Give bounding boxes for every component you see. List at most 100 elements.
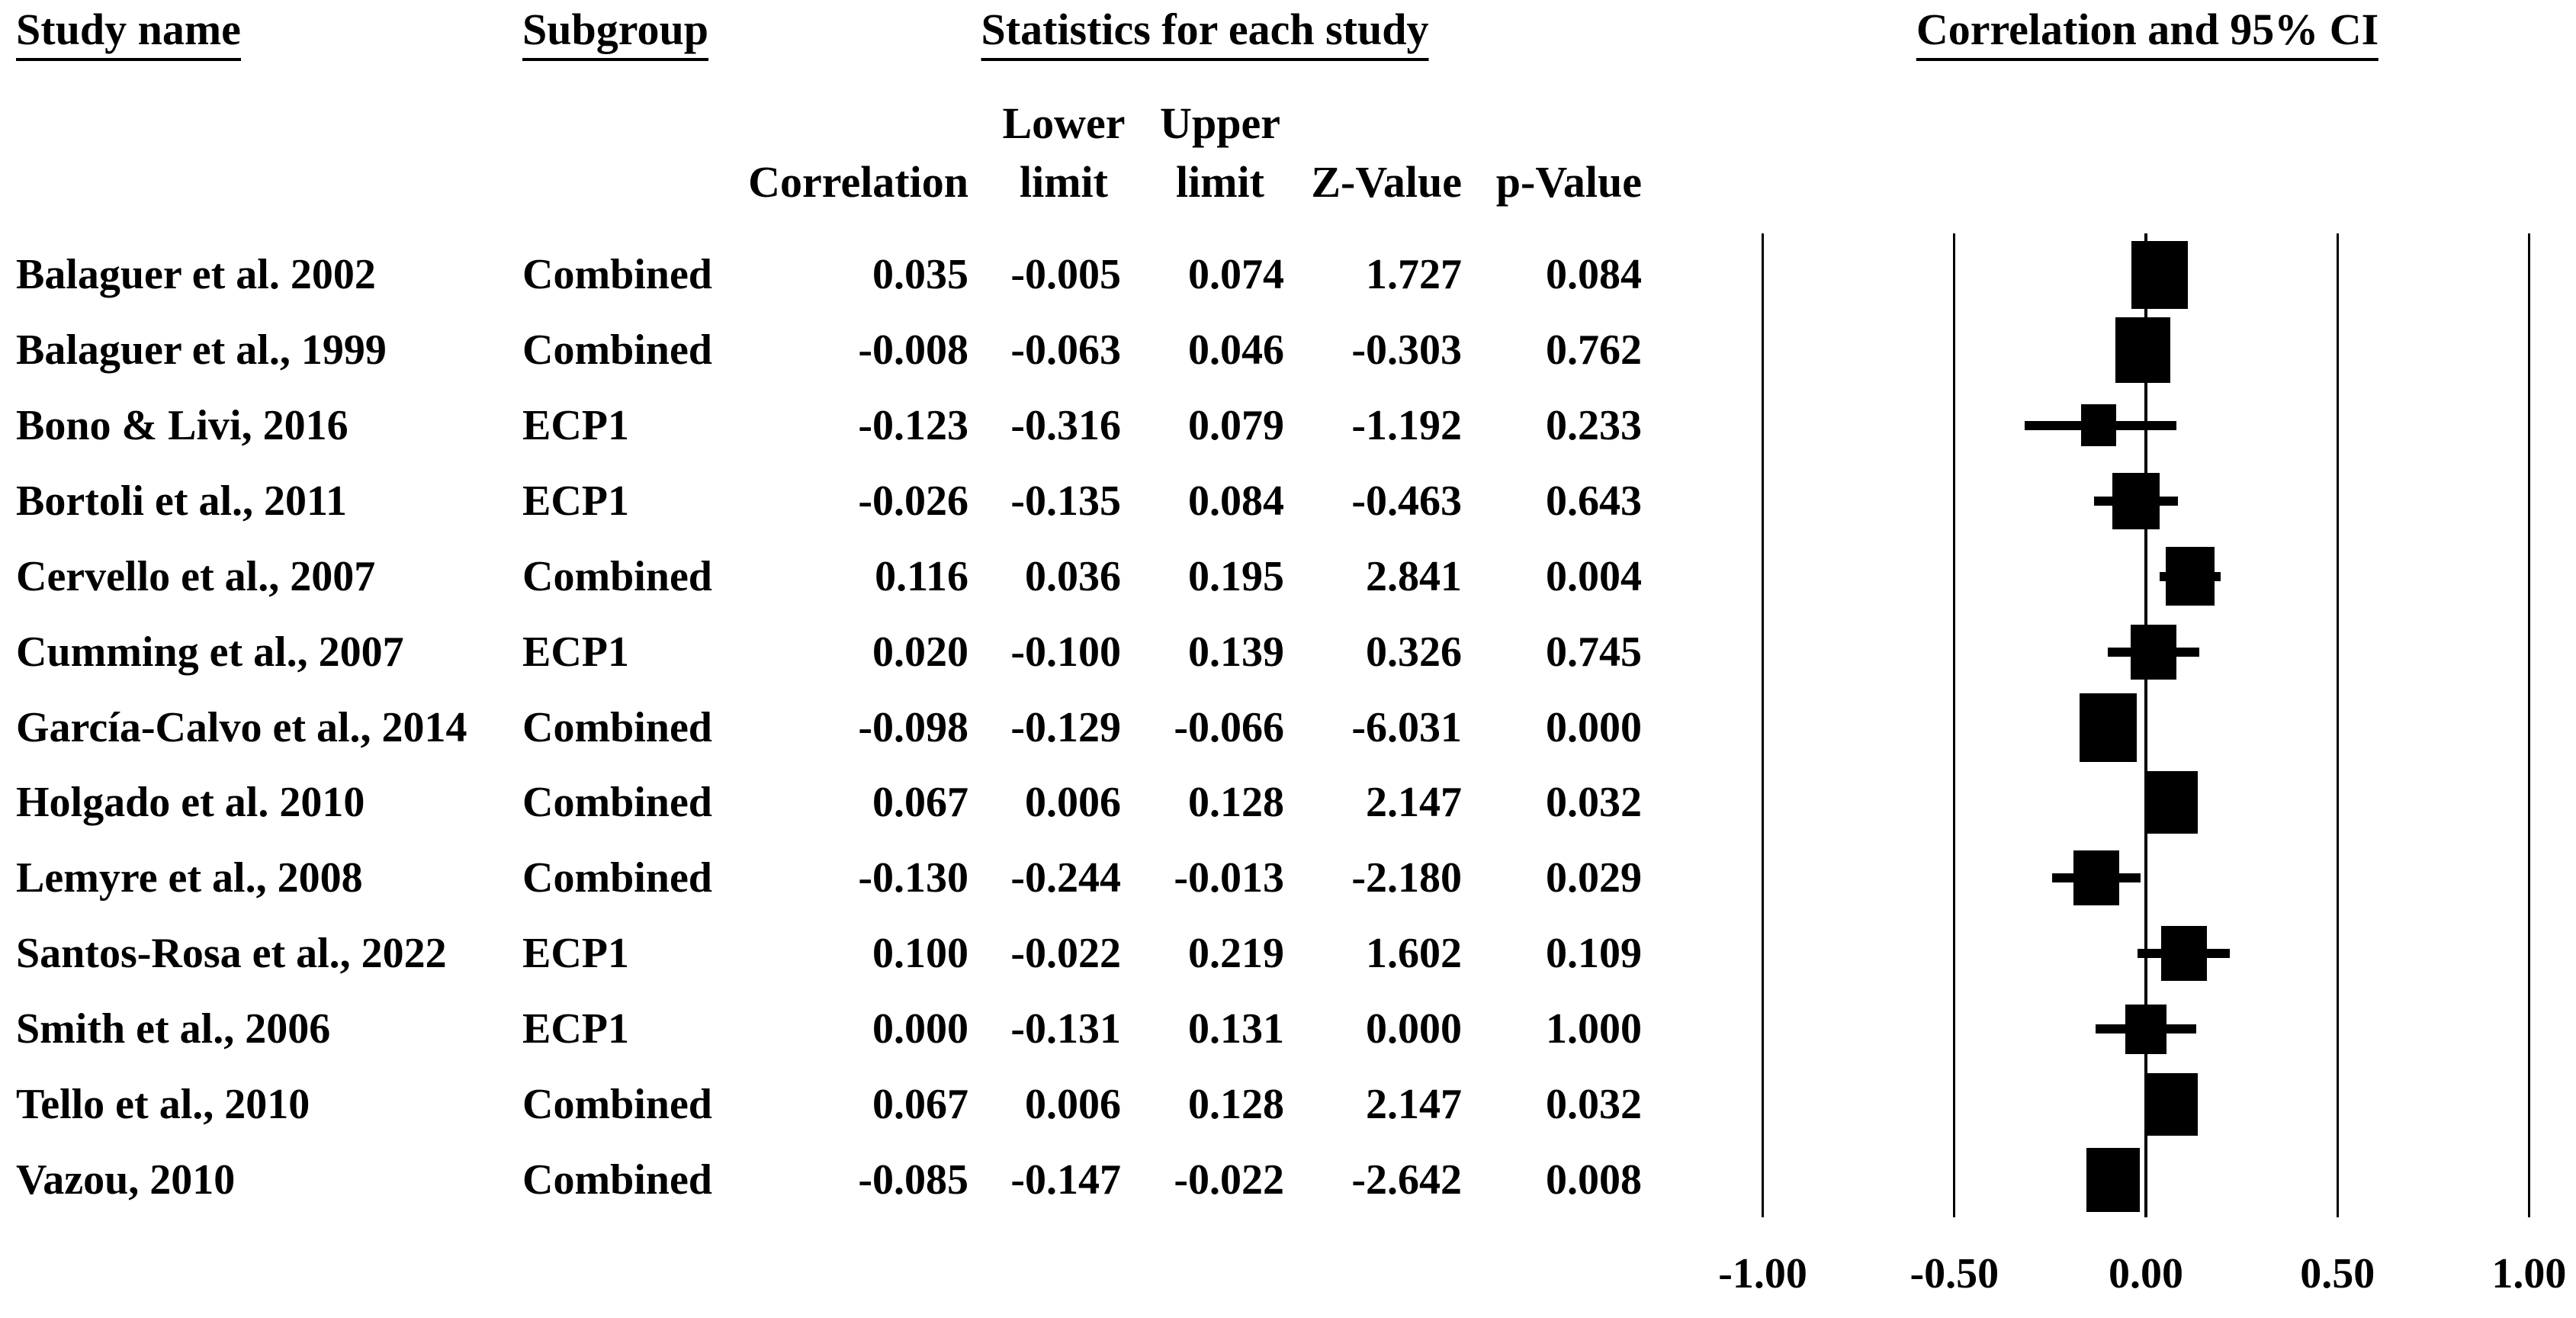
axis-tick-label: -1.00 <box>1718 1250 1807 1297</box>
forest-square <box>2081 404 2117 447</box>
correlation-cell: -0.123 <box>858 401 968 449</box>
lower-limit-cell: -0.129 <box>1010 703 1121 751</box>
forest-square <box>2166 547 2215 606</box>
correlation-column-header: Correlation <box>748 157 968 207</box>
upper-limit-cell: -0.013 <box>1174 854 1284 902</box>
forest-square <box>2073 850 2119 906</box>
lower-limit-cell: -0.022 <box>1010 930 1121 978</box>
correlation-ci-group-header: Correlation and 95% CI <box>1916 8 2379 61</box>
subgroup-cell: Combined <box>522 854 712 902</box>
correlation-cell: 0.035 <box>872 251 968 298</box>
subgroup-cell: Combined <box>522 251 712 298</box>
p-value-column-header: p-Value <box>1495 157 1642 207</box>
upper-limit-header-word: Upper <box>1160 98 1280 148</box>
lower-limit-cell: -0.316 <box>1010 401 1121 449</box>
forest-square <box>2145 771 2198 834</box>
forest-square <box>2115 317 2170 383</box>
p-value-cell: 0.643 <box>1546 477 1642 525</box>
z-value-cell: -2.180 <box>1351 854 1462 902</box>
study-name-cell: García-Calvo et al., 2014 <box>16 703 467 751</box>
upper-limit-cell: 0.128 <box>1188 779 1284 827</box>
lower-limit-cell: -0.005 <box>1010 251 1121 298</box>
subgroup-cell: Combined <box>522 779 712 827</box>
z-value-cell: 2.147 <box>1366 1081 1462 1129</box>
subgroup-cell: ECP1 <box>522 401 629 449</box>
z-value-cell: -0.303 <box>1351 326 1462 374</box>
z-value-cell: 2.841 <box>1366 552 1462 600</box>
subgroup-cell: Combined <box>522 326 712 374</box>
upper-limit-column-header: limit <box>1176 157 1264 207</box>
lower-limit-column-header: limit <box>1020 157 1108 207</box>
study-name-cell: Holgado et al. 2010 <box>16 779 365 827</box>
upper-limit-cell: 0.084 <box>1188 477 1284 525</box>
upper-limit-cell: 0.128 <box>1188 1081 1284 1129</box>
subgroup-cell: Combined <box>522 1081 712 1129</box>
p-value-cell: 1.000 <box>1546 1005 1642 1053</box>
study-name-cell: Balaguer et al. 2002 <box>16 251 376 298</box>
study-name-cell: Tello et al., 2010 <box>16 1081 310 1129</box>
study-name-cell: Santos-Rosa et al., 2022 <box>16 930 447 978</box>
forest-square <box>2080 693 2138 762</box>
upper-limit-cell: 0.079 <box>1188 401 1284 449</box>
p-value-cell: 0.233 <box>1546 401 1642 449</box>
forest-square <box>2086 1148 2141 1213</box>
z-value-cell: -0.463 <box>1351 477 1462 525</box>
study-name-cell: Cumming et al., 2007 <box>16 628 404 676</box>
upper-limit-cell: 0.074 <box>1188 251 1284 298</box>
lower-limit-cell: -0.135 <box>1010 477 1121 525</box>
z-value-cell: -1.192 <box>1351 401 1462 449</box>
correlation-cell: -0.085 <box>858 1156 968 1204</box>
upper-limit-cell: 0.219 <box>1188 930 1284 978</box>
study-name-column-header: Study name <box>16 8 241 61</box>
axis-gridline <box>1953 233 1956 1217</box>
study-name-cell: Smith et al., 2006 <box>16 1005 331 1053</box>
axis-tick-label: -0.50 <box>1910 1250 1999 1297</box>
lower-limit-cell: -0.100 <box>1010 628 1121 676</box>
correlation-cell: 0.100 <box>872 930 968 978</box>
axis-gridline <box>2336 233 2339 1217</box>
p-value-cell: 0.008 <box>1546 1156 1642 1204</box>
subgroup-cell: Combined <box>522 1156 712 1204</box>
z-value-cell: 0.326 <box>1366 628 1462 676</box>
z-value-column-header: Z-Value <box>1311 157 1462 207</box>
correlation-cell: 0.067 <box>872 779 968 827</box>
lower-limit-cell: 0.006 <box>1025 1081 1121 1129</box>
p-value-cell: 0.745 <box>1546 628 1642 676</box>
subgroup-cell: ECP1 <box>522 930 629 978</box>
axis-gridline <box>2527 233 2530 1217</box>
lower-limit-header-word: Lower <box>1002 98 1126 148</box>
p-value-cell: 0.029 <box>1546 854 1642 902</box>
correlation-cell: -0.026 <box>858 477 968 525</box>
forest-square <box>2161 926 2208 982</box>
upper-limit-cell: 0.046 <box>1188 326 1284 374</box>
axis-tick-label: 1.00 <box>2491 1250 2567 1297</box>
axis-gridline <box>1762 233 1765 1217</box>
subgroup-cell: ECP1 <box>522 1005 629 1053</box>
axis-tick-label: 0.50 <box>2300 1250 2375 1297</box>
correlation-cell: -0.130 <box>858 854 968 902</box>
upper-limit-cell: 0.131 <box>1188 1005 1284 1053</box>
correlation-cell: -0.098 <box>858 703 968 751</box>
study-name-cell: Balaguer et al., 1999 <box>16 326 387 374</box>
correlation-cell: 0.116 <box>875 552 968 600</box>
upper-limit-cell: 0.139 <box>1188 628 1284 676</box>
subgroup-cell: Combined <box>522 703 712 751</box>
subgroup-column-header: Subgroup <box>522 8 708 61</box>
p-value-cell: 0.032 <box>1546 1081 1642 1129</box>
study-name-cell: Cervello et al., 2007 <box>16 552 376 600</box>
subgroup-cell: Combined <box>522 552 712 600</box>
z-value-cell: 1.727 <box>1366 251 1462 298</box>
correlation-cell: 0.000 <box>872 1005 968 1053</box>
p-value-cell: 0.000 <box>1546 703 1642 751</box>
study-name-cell: Bono & Livi, 2016 <box>16 401 348 449</box>
lower-limit-cell: -0.131 <box>1010 1005 1121 1053</box>
lower-limit-cell: -0.063 <box>1010 326 1121 374</box>
z-value-cell: 2.147 <box>1366 779 1462 827</box>
p-value-cell: 0.004 <box>1546 552 1642 600</box>
zero-reference-line <box>2144 233 2147 1217</box>
axis-tick-label: 0.00 <box>2109 1250 2183 1297</box>
z-value-cell: -6.031 <box>1351 703 1462 751</box>
forest-square <box>2125 1004 2166 1054</box>
subgroup-cell: ECP1 <box>522 477 629 525</box>
forest-square <box>2145 1073 2198 1136</box>
